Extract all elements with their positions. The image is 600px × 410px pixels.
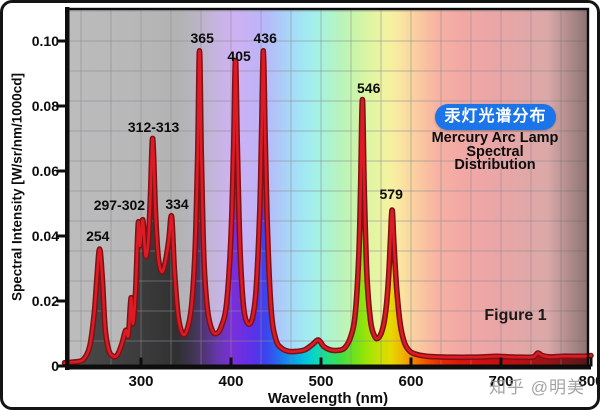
watermark: 知乎 @明美: [489, 378, 585, 397]
x-axis-title: Wavelength (nm): [267, 390, 389, 407]
y-tick-label: 0.08: [31, 98, 59, 114]
y-axis: [65, 7, 70, 370]
x-tick-label: 300: [128, 373, 154, 390]
x-tick-label: 600: [398, 373, 424, 390]
peak-label-365: 365: [190, 29, 214, 46]
grid-lines: [66, 9, 588, 366]
x-tick-label: 700: [488, 373, 514, 390]
tick-marks: [57, 39, 593, 368]
y-tick-label: 0.04: [31, 228, 59, 244]
peak-label-254: 254: [86, 228, 110, 244]
peak-label-579: 579: [379, 185, 403, 202]
y-tick-label: 0: [51, 358, 59, 374]
x-tick-label: 800: [578, 373, 597, 390]
x-axis: [65, 364, 591, 370]
x-tick-label: 400: [218, 373, 244, 390]
chart-title-line-1: Mercury Arc Lamp: [431, 130, 559, 146]
chart-title-line-3: Distribution: [454, 157, 536, 173]
figure-number-label: Figure 1: [484, 307, 547, 324]
spectral-distribution-chart: [57, 7, 594, 370]
edge-vignette: [548, 9, 588, 366]
chinese-title-badge: 汞灯光谱分布: [435, 104, 556, 130]
peak-label-436: 436: [253, 29, 277, 46]
peak-label-546: 546: [357, 80, 381, 97]
peak-label-334: 334: [165, 195, 189, 212]
chart-title-line-2: Spectral: [466, 143, 524, 160]
x-tick-label: 500: [308, 373, 334, 390]
peak-label-297-302: 297-302: [93, 197, 146, 214]
y-tick-label: 0.02: [31, 293, 59, 309]
peak-label-405: 405: [227, 47, 251, 64]
y-tick-label: 0.06: [31, 163, 59, 179]
peak-label-312-313: 312-313: [127, 119, 180, 136]
spectrum-curve: [63, 49, 593, 365]
chart-title: Mercury Arc Lamp Spectral Distribution: [415, 130, 575, 173]
y-tick-label: 0.10: [31, 33, 59, 49]
